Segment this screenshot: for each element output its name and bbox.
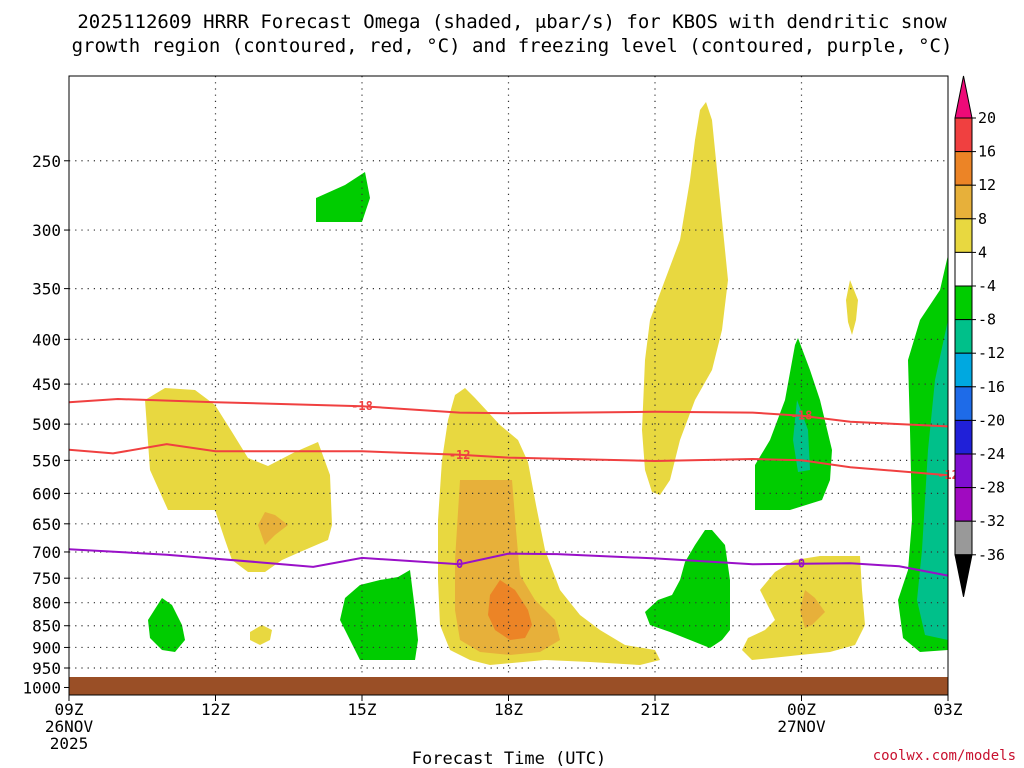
omega-region-ascent-small (250, 625, 272, 645)
colorbar-label--24: -24 (978, 445, 1005, 463)
colorbar-label-8: 8 (978, 210, 987, 228)
colorbar-label--32: -32 (978, 512, 1005, 530)
colorbar-segment-3 (954, 184, 973, 220)
contour-label-0-1: 0 (798, 557, 805, 571)
chart-title-line1: 2025112609 HRRR Forecast Omega (shaded, … (77, 11, 947, 33)
contour-label--18-0: -18 (351, 399, 373, 413)
y-tick-label-700: 700 (32, 543, 61, 562)
x-tick-label-15Z: 15Z (348, 700, 377, 719)
y-tick-label-550: 550 (32, 451, 61, 470)
x-tick-date-09Z: 26NOV (45, 717, 94, 736)
contour-label--12-0: -12 (449, 448, 471, 462)
colorbar-segment-4 (954, 218, 973, 253)
colorbar-segment-10 (954, 419, 973, 455)
omega-region-ascent-21z (642, 102, 728, 495)
y-tick-label-800: 800 (32, 594, 61, 613)
colorbar-segment-9 (954, 386, 973, 421)
colorbar-segment-1 (954, 117, 973, 153)
colorbar-segment-8 (954, 352, 973, 388)
colorbar-segment-13 (954, 520, 973, 556)
contour-label-0-0: 0 (456, 557, 463, 571)
y-tick-label-900: 900 (32, 638, 61, 657)
plot-frame (68, 75, 949, 696)
omega-shading (145, 102, 948, 665)
x-axis-label: Forecast Time (UTC) (412, 749, 606, 768)
colorbar-label-12: 12 (978, 176, 996, 194)
colorbar-label-4: 4 (978, 243, 987, 261)
contour-line--12 (68, 443, 949, 477)
x-tick-label-03Z: 03Z (934, 700, 963, 719)
y-tick-label-650: 650 (32, 515, 61, 534)
x-tick-year-09Z: 2025 (50, 734, 89, 753)
y-tick-label-750: 750 (32, 569, 61, 588)
omega-region-ascent-core-13z (258, 512, 288, 545)
y-tick-label-850: 850 (32, 617, 61, 636)
colorbar-top-arrow (954, 75, 973, 119)
omega-region-subsidence-13z (316, 172, 370, 222)
x-tick-label-12Z: 12Z (201, 700, 230, 719)
y-tick-label-600: 600 (32, 484, 61, 503)
colorbar-label-16: 16 (978, 143, 996, 161)
omega-region-subsidence-15z (340, 570, 418, 660)
colorbar-label--12: -12 (978, 344, 1005, 362)
colorbar: 20 16 12 8 4 -4 -8 -12 -16 -20 -24 -28 -32 -36 (954, 75, 1005, 597)
y-tick-label-350: 350 (32, 280, 61, 299)
y-tick-label-250: 250 (32, 152, 61, 171)
y-tick-label-500: 500 (32, 415, 61, 434)
temperature-contours: -18-18-12-120 0 (68, 397, 959, 577)
grid (69, 76, 948, 695)
x-tick-date-00Z: 27NOV (777, 717, 826, 736)
x-tick-label-18Z: 18Z (494, 700, 523, 719)
colorbar-segment-2 (954, 151, 973, 186)
omega-region-subsidence-11z (148, 598, 185, 652)
omega-region-ascent-max-18z (455, 480, 560, 655)
omega-region-subsidence-core-03z (917, 320, 948, 640)
omega-region-subsidence-23z (755, 338, 832, 510)
contour-label--18-1: -18 (791, 409, 813, 423)
colorbar-segment-12 (954, 487, 973, 522)
colorbar-label--4: -4 (978, 277, 996, 295)
colorbar-bottom-arrow (954, 554, 973, 597)
colorbar-segment-11 (954, 453, 973, 489)
contour-line--18 (68, 397, 949, 428)
credit-text: coolwx.com/models (873, 748, 1016, 764)
colorbar-label--8: -8 (978, 311, 996, 329)
y-tick-label-300: 300 (32, 221, 61, 240)
ground-strip (69, 677, 948, 695)
omega-region-ascent-core-00z (800, 590, 825, 628)
colorbar-label--36: -36 (978, 546, 1005, 564)
colorbar-label--28: -28 (978, 479, 1005, 497)
contour-line-0 (68, 548, 949, 577)
omega-region-ascent-evening (846, 280, 858, 335)
colorbar-segment-6 (954, 285, 973, 321)
omega-region-ascent-core-18z (488, 580, 532, 640)
y-tick-label-450: 450 (32, 375, 61, 394)
y-tick-label-950: 950 (32, 659, 61, 678)
colorbar-segment-5 (954, 251, 973, 287)
y-tick-label-1000: 1000 (22, 678, 61, 697)
x-tick-label-21Z: 21Z (641, 700, 670, 719)
x-tick-label-00Z: 00Z (787, 700, 816, 719)
chart-title-line2: growth region (contoured, red, °C) and f… (72, 35, 953, 57)
colorbar-label--16: -16 (978, 378, 1005, 396)
y-tick-label-400: 400 (32, 330, 61, 349)
omega-region-subsidence-22z (645, 530, 730, 648)
x-tick-label-09Z: 09Z (55, 700, 84, 719)
colorbar-segment-7 (954, 319, 973, 354)
colorbar-label-20: 20 (978, 109, 996, 127)
colorbar-label--20: -20 (978, 411, 1005, 429)
